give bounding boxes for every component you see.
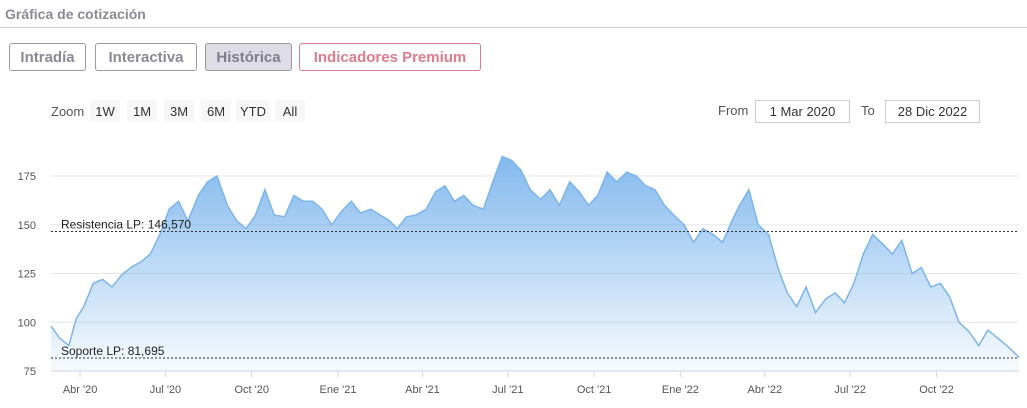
- x-tick-label: Abr '21: [405, 384, 440, 396]
- zoom-ytd-button[interactable]: YTD: [236, 100, 270, 122]
- resistance-label: Resistencia LP: 146,570: [61, 217, 191, 231]
- y-tick-label: 75: [24, 366, 36, 378]
- from-date-input[interactable]: 1 Mar 2020: [755, 100, 850, 123]
- x-tick-label: Ene '21: [320, 384, 357, 396]
- y-tick-label: 150: [18, 220, 36, 232]
- tab-intradia[interactable]: Intradía: [9, 43, 86, 71]
- to-date-input[interactable]: 28 Dic 2022: [885, 100, 980, 123]
- section-title: Gráfica de cotización: [5, 6, 146, 22]
- x-tick-label: Jul '22: [834, 384, 865, 396]
- zoom-6m-button[interactable]: 6M: [201, 100, 231, 122]
- from-label: From: [718, 103, 749, 118]
- y-tick-label: 125: [18, 269, 36, 281]
- x-tick-label: Abr '22: [748, 384, 783, 396]
- x-tick-label: Oct '20: [234, 384, 269, 396]
- zoom-label: Zoom: [51, 104, 85, 119]
- zoom-all-button[interactable]: All: [275, 100, 305, 122]
- support-label: Soporte LP: 81,695: [61, 344, 165, 358]
- x-tick-label: Ene '22: [662, 384, 699, 396]
- x-tick-label: Abr '20: [63, 384, 98, 396]
- x-tick-label: Jul '21: [492, 384, 523, 396]
- zoom-1w-button[interactable]: 1W: [90, 100, 120, 122]
- x-tick-label: Oct '22: [919, 384, 954, 396]
- tab-historica[interactable]: Histórica: [205, 43, 292, 71]
- zoom-3m-button[interactable]: 3M: [164, 100, 194, 122]
- tab-interactiva[interactable]: Interactiva: [95, 43, 197, 71]
- to-label: To: [861, 103, 875, 118]
- x-tick-label: Oct '21: [577, 384, 612, 396]
- header-divider: [0, 27, 1027, 28]
- price-area: [51, 156, 1019, 371]
- x-tick-label: Jul '20: [150, 384, 181, 396]
- price-line: [50, 155, 1020, 358]
- tab-indicadores-premium[interactable]: Indicadores Premium: [299, 43, 481, 71]
- y-tick-label: 100: [18, 317, 36, 329]
- y-tick-label: 175: [18, 171, 36, 183]
- zoom-1m-button[interactable]: 1M: [127, 100, 157, 122]
